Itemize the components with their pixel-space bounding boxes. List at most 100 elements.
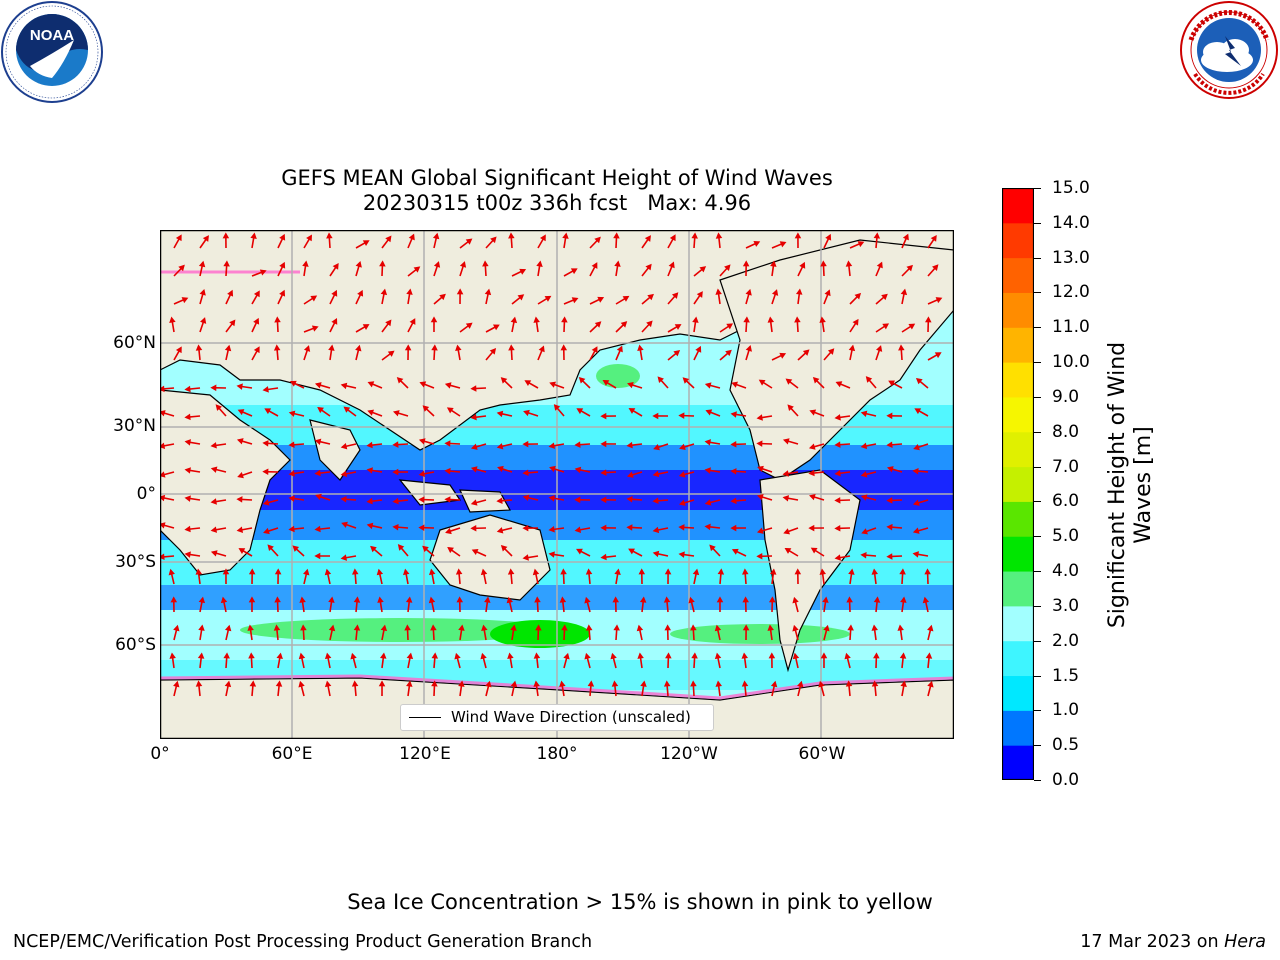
wave-direction-arrowhead xyxy=(223,652,230,659)
wave-direction-arrowhead xyxy=(508,232,515,239)
wave-direction-arrowhead xyxy=(248,596,256,603)
wave-direction-arrowhead xyxy=(197,652,205,659)
wave-direction-arrowhead xyxy=(784,547,792,554)
wave-direction-arrowhead xyxy=(263,527,270,535)
wave-direction-arrowhead xyxy=(422,545,429,553)
wave-direction-arrowhead xyxy=(378,680,386,687)
wave-direction-arrowhead xyxy=(298,680,305,688)
wave-direction-arrowhead xyxy=(279,233,286,241)
wave-direction-arrowhead xyxy=(404,624,411,631)
wave-direction-arrowhead xyxy=(714,624,722,632)
wave-direction-arrowhead xyxy=(432,232,440,240)
wave-direction-arrowhead xyxy=(340,382,348,390)
wave-direction-arrowhead xyxy=(787,404,794,412)
wave-direction-arrowhead xyxy=(227,289,234,297)
wave-direction-arrowhead xyxy=(431,344,438,351)
wave-direction-arrowhead xyxy=(846,596,853,603)
colorbar-tick-mark xyxy=(1034,501,1041,503)
wave-direction-arrowhead xyxy=(314,438,322,445)
wave-direction-arrowhead xyxy=(490,236,497,244)
wave-direction-arrowhead xyxy=(310,295,318,302)
wave-direction-arrowhead xyxy=(210,526,218,533)
wave-direction-arrowhead xyxy=(198,596,206,604)
wave-direction-arrowhead xyxy=(730,497,737,505)
wave-direction-arrowhead xyxy=(181,297,189,304)
wave-direction-arrowhead xyxy=(496,410,504,418)
wave-direction-arrowhead xyxy=(236,438,244,445)
wave-direction-arrowhead xyxy=(169,652,176,659)
wave-direction-arrowhead xyxy=(351,680,359,687)
wave-direction-arrowhead xyxy=(716,596,724,603)
wave-direction-arrowhead xyxy=(647,293,654,301)
wave-direction-arrowhead xyxy=(380,624,388,632)
title-line-1: GEFS MEAN Global Significant Height of W… xyxy=(281,166,833,190)
wave-direction-arrowhead xyxy=(646,320,653,328)
wave-direction-arrowhead xyxy=(522,524,529,532)
wave-direction-arrowhead xyxy=(731,548,739,555)
wave-direction-arrowhead xyxy=(715,288,722,295)
wave-direction-arrowhead xyxy=(678,551,685,558)
wave-direction-arrowhead xyxy=(303,345,311,352)
wave-direction-arrowhead xyxy=(898,344,905,351)
wave-direction-arrowhead xyxy=(873,652,880,659)
wave-direction-arrowhead xyxy=(508,344,515,351)
wave-direction-arrowhead xyxy=(726,323,734,330)
wave-direction-arrowhead xyxy=(574,526,582,533)
footer-branch: NCEP/EMC/Verification Post Processing Pr… xyxy=(13,932,593,952)
colorbar-tick-label: 5.0 xyxy=(1052,526,1080,547)
wave-direction-arrowhead xyxy=(224,624,232,632)
wave-direction-arrowhead xyxy=(900,680,907,688)
wave-direction-arrowhead xyxy=(332,262,339,270)
colorbar-tick-label: 11.0 xyxy=(1052,317,1090,338)
wave-direction-arrowhead xyxy=(782,438,790,445)
wave-direction-arrowhead xyxy=(742,260,750,267)
wave-direction-arrowhead xyxy=(392,523,399,531)
wave-direction-arrowhead xyxy=(668,261,675,269)
wave-direction-arrowhead xyxy=(899,652,907,659)
wave-direction-arrowhead xyxy=(522,469,529,477)
wave-direction-arrowhead xyxy=(392,441,399,448)
wave-direction-arrowhead xyxy=(200,317,207,324)
colorbar-tick-mark xyxy=(1034,640,1041,642)
wave-direction-arrowhead xyxy=(730,411,737,418)
wave-direction-arrowhead xyxy=(470,524,477,532)
wave-direction-arrowhead xyxy=(626,471,634,478)
wave-direction-arrowhead xyxy=(324,568,332,576)
wave-direction-arrowhead xyxy=(222,232,230,239)
wave-direction-arrowhead xyxy=(408,233,415,241)
wave-direction-arrowhead xyxy=(860,442,868,450)
wave-direction-arrowhead xyxy=(768,596,776,603)
wave-direction-arrowhead xyxy=(653,444,660,451)
wave-direction-arrowhead xyxy=(628,408,636,414)
wave-direction-arrowhead xyxy=(446,407,454,414)
wave-direction-arrowhead xyxy=(767,316,775,323)
wave-direction-arrowhead xyxy=(756,527,764,534)
wave-direction-arrowhead xyxy=(730,468,737,475)
wave-direction-arrowhead xyxy=(273,344,281,351)
wave-direction-arrowhead xyxy=(428,596,436,604)
wave-direction-arrowhead xyxy=(665,652,672,659)
wave-direction-arrowhead xyxy=(343,406,351,413)
wave-direction-arrowhead xyxy=(538,345,545,353)
wave-direction-arrowhead xyxy=(253,346,260,354)
lon-label-180: 180° xyxy=(536,744,578,764)
wave-direction-arrowhead xyxy=(496,497,503,504)
wave-direction-arrowhead xyxy=(930,235,937,242)
wave-direction-arrowhead xyxy=(699,266,707,273)
wave-direction-arrowhead xyxy=(447,546,454,554)
wave-direction-arrowhead xyxy=(574,496,581,504)
wave-direction-arrowhead xyxy=(328,344,335,351)
wave-direction-arrowhead xyxy=(594,321,602,328)
wave-direction-arrowhead xyxy=(548,526,555,533)
wave-direction-arrowhead xyxy=(224,680,232,688)
wave-direction-arrowhead xyxy=(771,289,779,296)
wave-direction-arrowhead xyxy=(170,596,178,603)
wave-direction-arrowhead xyxy=(935,297,943,304)
wave-direction-arrowhead xyxy=(184,525,191,533)
footer-date: 17 Mar 2023 on Hera xyxy=(1080,932,1266,952)
wave-direction-arrowhead xyxy=(574,441,581,448)
wave-direction-arrowhead xyxy=(351,568,359,575)
wave-direction-arrowhead xyxy=(489,347,497,355)
wave-direction-arrowhead xyxy=(418,470,426,478)
wave-direction-arrowhead xyxy=(536,260,543,267)
